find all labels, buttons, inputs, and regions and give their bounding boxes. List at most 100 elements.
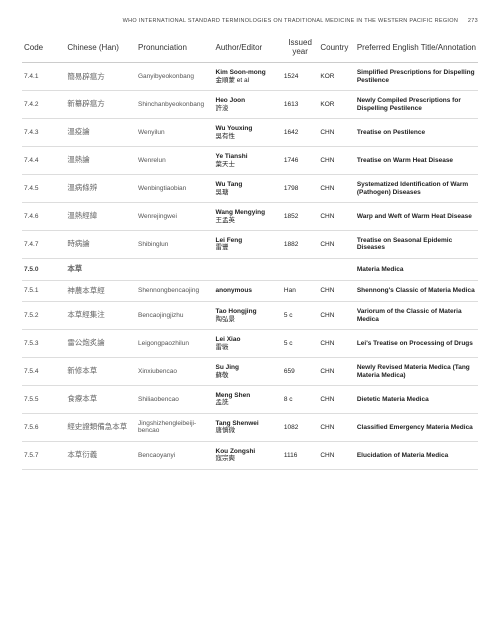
cell-han: 新修本草 (65, 358, 136, 386)
table-row: 7.5.1神農本草經ShennongbencaojinganonymousHan… (22, 280, 478, 302)
cell-title: Shennong's Classic of Materia Medica (355, 280, 478, 302)
table-row: 7.5.3雷公炮炙論LeigongpaozhilunLei Xiao雷斅5 cC… (22, 330, 478, 358)
cell-country: CHN (318, 280, 354, 302)
cell-author: Tang Shenwei唐慎微 (214, 413, 282, 441)
cell-han: 簡易辟瘟方 (65, 63, 136, 91)
cell-title: Dietetic Materia Medica (355, 386, 478, 414)
cell-code: 7.4.7 (22, 231, 65, 259)
cell-pron: Bencaoyanyi (136, 441, 214, 469)
col-pron: Pronunciation (136, 32, 214, 63)
cell-author: Lei Feng雷豐 (214, 231, 282, 259)
cell-author: Tao Hongjing陶弘景 (214, 302, 282, 330)
cell-code: 7.5.3 (22, 330, 65, 358)
cell-title: Warp and Weft of Warm Heat Disease (355, 203, 478, 231)
table-row: 7.5.2本草經集注BencaojingjizhuTao Hongjing陶弘景… (22, 302, 478, 330)
cell-author: Wu Youxing吳有性 (214, 119, 282, 147)
cell-title: Classified Emergency Materia Medica (355, 413, 478, 441)
col-year: Issued year (282, 32, 318, 63)
running-title: WHO INTERNATIONAL STANDARD TERMINOLOGIES… (123, 18, 459, 24)
cell-year: 1082 (282, 413, 318, 441)
col-title: Preferred English Title/Annotation (355, 32, 478, 63)
table-row: 7.5.5食療本草ShiliaobencaoMeng Shen孟詵8 cCHND… (22, 386, 478, 414)
cell-title: Treatise on Seasonal Epidemic Diseases (355, 231, 478, 259)
cell-year: 659 (282, 358, 318, 386)
cell-country: CHN (318, 175, 354, 203)
cell-author: Heo Joon許浚 (214, 91, 282, 119)
cell-country: CHN (318, 147, 354, 175)
cell-author-sub: 蘇敬 (216, 372, 280, 379)
cell-author: Lei Xiao雷斅 (214, 330, 282, 358)
cell-code: 7.4.6 (22, 203, 65, 231)
cell-year: Han (282, 280, 318, 302)
col-ctry: Country (318, 32, 354, 63)
cell-country: CHN (318, 119, 354, 147)
cell-pron: Wenyilun (136, 119, 214, 147)
table-row: 7.5.7本草衍義BencaoyanyiKou Zongshi寇宗奭1116CH… (22, 441, 478, 469)
cell-year: 8 c (282, 386, 318, 414)
terminology-table: Code Chinese (Han) Pronunciation Author/… (22, 32, 478, 470)
cell-country: CHN (318, 330, 354, 358)
cell-pron: Shennongbencaojing (136, 280, 214, 302)
cell-title: Simplified Prescriptions for Dispelling … (355, 63, 478, 91)
cell-country: CHN (318, 441, 354, 469)
table-row: 7.4.2新纂辟瘟方ShinchanbyeokonbangHeo Joon許浚1… (22, 91, 478, 119)
cell-han: 溫熱論 (65, 147, 136, 175)
table-row: 7.4.7時病論ShibinglunLei Feng雷豐1882CHNTreat… (22, 231, 478, 259)
cell-han: 食療本草 (65, 386, 136, 414)
cell-code: 7.5.7 (22, 441, 65, 469)
cell-author: anonymous (214, 280, 282, 302)
cell-author-sub: 雷豐 (216, 244, 280, 251)
cell-han: 經史證類備急本草 (65, 413, 136, 441)
cell-author-sub: 寇宗奭 (216, 455, 280, 462)
cell-country (318, 258, 354, 280)
cell-country: CHN (318, 231, 354, 259)
cell-pron: Wenrelun (136, 147, 214, 175)
table-row: 7.4.1簡易辟瘟方GanyibyeokonbangKim Soon-mong金… (22, 63, 478, 91)
cell-author-sub: 孟詵 (216, 399, 280, 406)
table-row: 7.4.3溫疫論WenyilunWu Youxing吳有性1642CHNTrea… (22, 119, 478, 147)
cell-han: 溫疫論 (65, 119, 136, 147)
col-code: Code (22, 32, 65, 63)
cell-author: Wu Tang吳瑭 (214, 175, 282, 203)
cell-country: KOR (318, 63, 354, 91)
cell-title: Systematized Identification of Warm (Pat… (355, 175, 478, 203)
cell-pron: Wenrejingwei (136, 203, 214, 231)
cell-code: 7.5.4 (22, 358, 65, 386)
page-number: 273 (468, 18, 478, 24)
cell-title: Newly Compiled Prescriptions for Dispell… (355, 91, 478, 119)
cell-title: Newly Revised Materia Medica (Tang Mater… (355, 358, 478, 386)
cell-year: 1613 (282, 91, 318, 119)
col-han: Chinese (Han) (65, 32, 136, 63)
cell-han: 本草經集注 (65, 302, 136, 330)
cell-code: 7.5.1 (22, 280, 65, 302)
cell-author (214, 258, 282, 280)
document-page: WHO INTERNATIONAL STANDARD TERMINOLOGIES… (0, 0, 500, 480)
cell-title: Lei's Treatise on Processing of Drugs (355, 330, 478, 358)
cell-year: 1642 (282, 119, 318, 147)
cell-year: 1798 (282, 175, 318, 203)
table-row: 7.5.6經史證類備急本草Jingshizhengleibeiji-bencao… (22, 413, 478, 441)
cell-title: Materia Medica (355, 258, 478, 280)
cell-han: 時病論 (65, 231, 136, 259)
cell-han: 新纂辟瘟方 (65, 91, 136, 119)
table-header: Code Chinese (Han) Pronunciation Author/… (22, 32, 478, 63)
cell-pron: Shinchanbyeokonbang (136, 91, 214, 119)
cell-title: Elucidation of Materia Medica (355, 441, 478, 469)
cell-code: 7.4.3 (22, 119, 65, 147)
cell-han: 溫熱經緯 (65, 203, 136, 231)
cell-country: CHN (318, 413, 354, 441)
cell-pron: Jingshizhengleibeiji-bencao (136, 413, 214, 441)
cell-title: Variorum of the Classic of Materia Medic… (355, 302, 478, 330)
cell-year: 1852 (282, 203, 318, 231)
cell-author: Ye Tianshi葉天士 (214, 147, 282, 175)
cell-pron: Ganyibyeokonbang (136, 63, 214, 91)
cell-author: Kou Zongshi寇宗奭 (214, 441, 282, 469)
table-row: 7.4.6溫熱經緯WenrejingweiWang Mengying王孟英185… (22, 203, 478, 231)
col-auth: Author/Editor (214, 32, 282, 63)
cell-author-sub: 雷斅 (216, 344, 280, 351)
cell-code: 7.4.1 (22, 63, 65, 91)
cell-pron: Bencaojingjizhu (136, 302, 214, 330)
cell-year: 1882 (282, 231, 318, 259)
cell-pron: Xinxiubencao (136, 358, 214, 386)
cell-year (282, 258, 318, 280)
